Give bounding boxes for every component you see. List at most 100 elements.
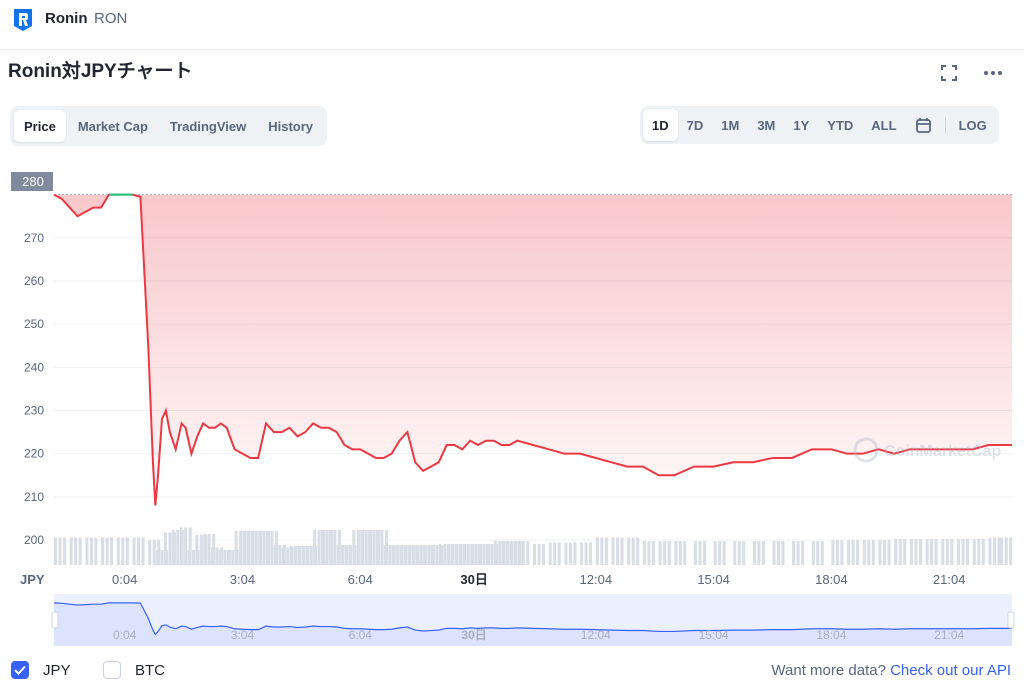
volume-bar xyxy=(270,531,274,565)
volume-bar xyxy=(427,545,431,565)
navigator-line xyxy=(53,602,1012,636)
range-1d[interactable]: 1D xyxy=(643,109,678,141)
tab-market-cap[interactable]: Market Cap xyxy=(77,118,148,134)
tab-history[interactable]: History xyxy=(268,118,314,134)
range-7d[interactable]: 7D xyxy=(686,117,704,133)
volume-bar xyxy=(526,541,530,565)
volume-bar xyxy=(627,537,631,565)
volume-bar xyxy=(925,539,929,565)
volume-bar xyxy=(383,545,387,565)
volume-bar xyxy=(941,539,945,565)
coin-name: Ronin xyxy=(45,10,88,27)
x-tick-label: 6:04 xyxy=(348,572,373,587)
navigator-right-handle[interactable] xyxy=(1007,611,1015,629)
y-tick-label: 250 xyxy=(24,317,44,331)
y-tick-label: 220 xyxy=(24,447,44,461)
volume-bar xyxy=(573,542,577,565)
volume-bar xyxy=(992,537,996,565)
volume-bar xyxy=(1000,537,1004,565)
volume-bar xyxy=(557,542,561,565)
volume-bar xyxy=(375,530,379,565)
api-link[interactable]: Check out our API xyxy=(890,662,1011,679)
volume-bar xyxy=(328,530,332,565)
volume-bar xyxy=(423,545,427,565)
range-1m[interactable]: 1M xyxy=(721,117,740,133)
volume-bar xyxy=(451,544,455,565)
navigator-left-handle[interactable] xyxy=(51,611,59,629)
volume-bar xyxy=(419,545,423,565)
tab-tradingview[interactable]: TradingView xyxy=(169,118,247,134)
volume-bar xyxy=(163,532,167,565)
volume-bar xyxy=(341,545,345,565)
volume-bar xyxy=(148,540,152,565)
volume-bar xyxy=(89,537,93,565)
btc-label: BTC xyxy=(135,661,165,679)
range-ytd[interactable]: YTD xyxy=(827,117,854,133)
range-3m[interactable]: 3M xyxy=(757,117,776,133)
volume-bar xyxy=(305,546,309,565)
volume-bar xyxy=(454,544,458,565)
x-tick-label: 15:04 xyxy=(697,572,730,587)
currency-label: JPY xyxy=(20,572,45,587)
volume-bar xyxy=(616,537,620,565)
volume-bar xyxy=(521,541,525,565)
volume-bar xyxy=(85,537,89,565)
volume-bar xyxy=(438,544,442,565)
volume-bar xyxy=(847,540,851,565)
volume-bar xyxy=(336,545,340,565)
btc-toggle[interactable]: BTC xyxy=(103,661,165,679)
coin-symbol: RON xyxy=(94,10,128,27)
navigator-tick-label: 15:04 xyxy=(699,628,729,642)
volume-bar xyxy=(262,531,266,565)
navigator-x-axis: 0:04 3:04 6:04 30日 12:04 15:04 18:04 21:04 xyxy=(113,628,965,642)
volume-bar xyxy=(752,541,756,565)
range-1y[interactable]: 1Y xyxy=(793,117,810,133)
volume-bar xyxy=(513,541,517,565)
log-toggle[interactable]: LOG xyxy=(958,117,987,133)
volume-bar xyxy=(474,544,478,565)
volume-bar xyxy=(320,530,324,565)
current-price-label: 280 xyxy=(22,174,44,189)
more-dots-icon[interactable] xyxy=(982,62,1004,84)
volume-bar xyxy=(470,544,474,565)
jpy-toggle[interactable]: JPY xyxy=(11,661,71,679)
watermark: CoinMarketCap xyxy=(853,437,1002,463)
volume-bar xyxy=(883,540,887,565)
volume-bar xyxy=(132,537,136,565)
volume-bar xyxy=(930,539,934,565)
volume-bar xyxy=(693,541,697,565)
volume-bar xyxy=(498,541,502,565)
volume-bar xyxy=(977,539,981,565)
volume-bar xyxy=(94,537,98,565)
x-tick-label: 3:04 xyxy=(230,572,255,587)
volume-bar xyxy=(988,537,992,565)
volume-bar xyxy=(242,531,246,565)
volume-bar xyxy=(156,550,160,565)
jpy-checkbox[interactable] xyxy=(11,661,29,679)
volume-bar xyxy=(116,537,120,565)
volume-bar xyxy=(548,542,552,565)
ronin-logo-icon xyxy=(14,9,32,31)
tab-price[interactable]: Price xyxy=(14,110,66,142)
x-tick-label: 0:04 xyxy=(112,572,137,587)
range-all[interactable]: ALL xyxy=(871,117,897,133)
fullscreen-icon[interactable] xyxy=(938,62,960,84)
volume-bar xyxy=(176,530,180,565)
chart-title: Ronin対JPYチャート xyxy=(8,61,193,82)
navigator-fill xyxy=(54,602,1012,646)
volume-bar xyxy=(368,530,372,565)
volume-bar xyxy=(600,537,604,565)
price-chart[interactable]: 270 260 250 240 230 220 210 200 0:04 3:04 6:04 30日… xyxy=(0,150,1024,655)
volume-bar xyxy=(211,547,215,565)
navigator-tick-label: 21:04 xyxy=(934,628,964,642)
volume-bar xyxy=(722,541,726,565)
btc-checkbox[interactable] xyxy=(103,661,121,679)
volume-bar xyxy=(816,541,820,565)
volume-bar xyxy=(352,530,356,565)
volume-bar xyxy=(137,537,141,565)
volume-bar xyxy=(443,544,447,565)
calendar-icon[interactable] xyxy=(906,109,941,141)
navigator-tick-label: 6:04 xyxy=(349,628,373,642)
volume-bar xyxy=(466,544,470,565)
volume-bar xyxy=(250,531,254,565)
